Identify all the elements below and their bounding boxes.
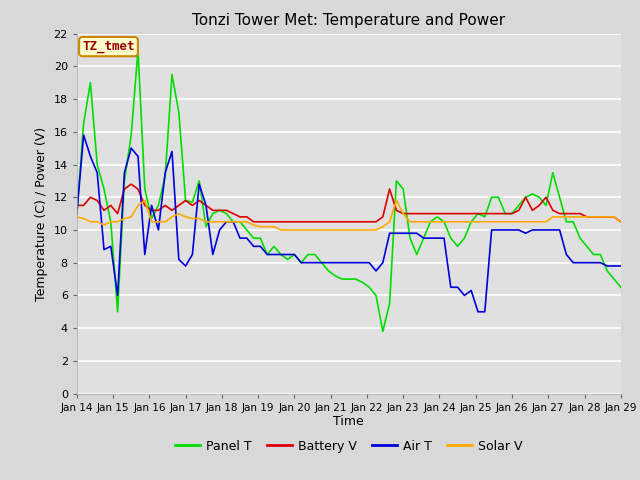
Panel T bbox=[379, 328, 387, 334]
Battery V bbox=[556, 211, 563, 216]
Air T bbox=[556, 227, 563, 233]
Panel T bbox=[617, 284, 625, 290]
Battery V bbox=[488, 211, 495, 216]
Air T bbox=[73, 211, 81, 216]
Solar V bbox=[426, 219, 434, 225]
Line: Panel T: Panel T bbox=[77, 50, 621, 331]
Panel T bbox=[73, 212, 81, 218]
Battery V bbox=[426, 211, 434, 216]
Solar V bbox=[617, 219, 625, 225]
Panel T bbox=[488, 194, 495, 200]
Battery V bbox=[529, 207, 536, 213]
Solar V bbox=[488, 219, 495, 225]
X-axis label: Time: Time bbox=[333, 415, 364, 429]
Air T bbox=[529, 227, 536, 233]
Air T bbox=[576, 260, 584, 265]
Solar V bbox=[529, 219, 536, 225]
Panel T bbox=[576, 235, 584, 241]
Air T bbox=[420, 235, 428, 241]
Solar V bbox=[386, 219, 394, 225]
Battery V bbox=[386, 186, 394, 192]
Panel T bbox=[556, 194, 563, 200]
Panel T bbox=[134, 47, 142, 53]
Air T bbox=[80, 132, 88, 138]
Legend: Panel T, Battery V, Air T, Solar V: Panel T, Battery V, Air T, Solar V bbox=[170, 434, 528, 457]
Air T bbox=[617, 263, 625, 269]
Air T bbox=[379, 260, 387, 265]
Y-axis label: Temperature (C) / Power (V): Temperature (C) / Power (V) bbox=[35, 127, 48, 300]
Air T bbox=[488, 227, 495, 233]
Air T bbox=[474, 309, 482, 315]
Panel T bbox=[386, 300, 394, 306]
Solar V bbox=[141, 198, 148, 204]
Battery V bbox=[73, 203, 81, 208]
Battery V bbox=[250, 219, 257, 225]
Line: Air T: Air T bbox=[77, 135, 621, 312]
Solar V bbox=[277, 227, 285, 233]
Solar V bbox=[556, 214, 563, 220]
Solar V bbox=[576, 214, 584, 220]
Line: Battery V: Battery V bbox=[77, 184, 621, 222]
Text: TZ_tmet: TZ_tmet bbox=[82, 40, 135, 53]
Solar V bbox=[73, 214, 81, 220]
Title: Tonzi Tower Met: Temperature and Power: Tonzi Tower Met: Temperature and Power bbox=[192, 13, 506, 28]
Battery V bbox=[617, 219, 625, 225]
Battery V bbox=[576, 211, 584, 216]
Battery V bbox=[127, 181, 135, 187]
Panel T bbox=[529, 191, 536, 197]
Line: Solar V: Solar V bbox=[77, 201, 621, 230]
Panel T bbox=[426, 219, 434, 225]
